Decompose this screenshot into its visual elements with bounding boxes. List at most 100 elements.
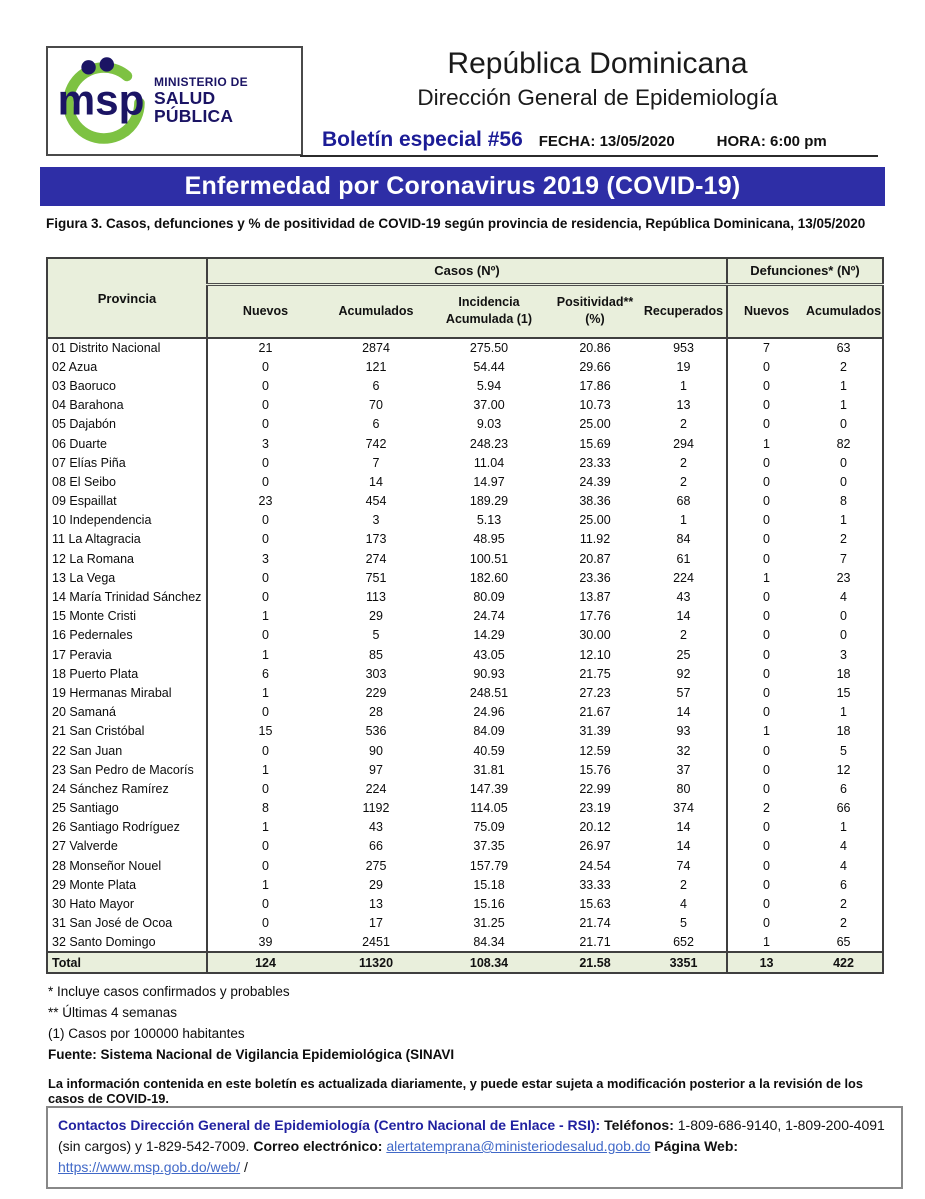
value-cell: 20.86: [579, 341, 611, 356]
table-row: 26 Santiago Rodríguez 1 43 75.09 20.12 14 0 1: [47, 817, 883, 837]
value-cell: 80: [676, 781, 691, 796]
value-cell: 454: [365, 494, 387, 509]
value-cell: 6: [840, 781, 847, 796]
table-row: 30 Hato Mayor 0 13 15.16 15.63 4 0 2: [47, 894, 883, 914]
table-row: 09 Espaillat 23 454 189.29 38.36 68 0 8: [47, 491, 883, 511]
value-cell: 0: [206, 395, 323, 415]
total-nuevos: 124: [206, 951, 323, 973]
ministry-name-line1: MINISTERIO DE: [154, 75, 248, 90]
value-cell: 742: [365, 436, 387, 451]
value-cell: 0: [840, 609, 847, 624]
col-header-acumulados: Acumulados: [323, 284, 429, 339]
value-cell: 114.05: [470, 801, 508, 816]
col-header-def-nuevos: Nuevos: [726, 284, 806, 339]
value-cell: 0: [726, 510, 806, 530]
total-label: Total: [47, 951, 207, 973]
value-cell: 92: [676, 666, 691, 681]
province-cell: 01 Distrito Nacional: [52, 341, 161, 356]
value-cell: 12.59: [579, 743, 611, 758]
value-cell: 37.00: [473, 398, 505, 413]
value-cell: 157.79: [469, 858, 509, 873]
table-row: 10 Independencia 0 3 5.13 25.00 1 0 1: [47, 510, 883, 530]
province-cell: 10 Independencia: [52, 513, 152, 528]
value-cell: 0: [726, 376, 806, 396]
table-row: 27 Valverde 0 66 37.35 26.97 14 0 4: [47, 836, 883, 857]
value-cell: 31.81: [473, 762, 505, 777]
value-cell: 30.00: [579, 628, 611, 643]
value-cell: 5: [372, 628, 380, 643]
value-cell: 0: [726, 606, 806, 626]
value-cell: 8: [840, 494, 847, 509]
value-cell: 0: [206, 529, 323, 550]
table-row: 14 María Trinidad Sánchez 0 113 80.09 13.87 4…: [47, 587, 883, 607]
value-cell: 4: [680, 897, 687, 912]
document-title: República Dominicana: [447, 47, 748, 80]
value-cell: 1: [206, 683, 323, 703]
value-cell: 5.94: [476, 378, 502, 393]
province-cell: 31 San José de Ocoa: [52, 916, 173, 931]
value-cell: 27.23: [579, 685, 611, 700]
col-header-provincia: Provincia: [47, 258, 207, 339]
table-row: 28 Monseñor Nouel 0 275 157.79 24.54 74 0 4: [47, 856, 883, 876]
value-cell: 85: [369, 647, 383, 662]
value-cell: 0: [840, 628, 847, 643]
value-cell: 536: [365, 724, 387, 739]
value-cell: 14: [676, 705, 691, 720]
value-cell: 0: [726, 913, 806, 933]
value-cell: 0: [726, 549, 806, 569]
group-header-casos: Casos (Nº): [205, 258, 728, 286]
province-cell: 17 Peravia: [52, 647, 112, 662]
value-cell: 15.16: [473, 897, 505, 912]
value-cell: 1: [726, 721, 806, 741]
province-cell: 03 Baoruco: [52, 378, 116, 393]
value-cell: 15: [836, 685, 851, 700]
value-cell: 182.60: [469, 570, 509, 585]
figure-caption: Figura 3. Casos, defunciones y % de posi…: [46, 216, 866, 231]
value-cell: 0: [726, 357, 806, 377]
province-cell: 04 Barahona: [52, 398, 124, 413]
col-header-recuperados: Recuperados: [641, 284, 728, 339]
table-row: 16 Pedernales 0 5 14.29 30.00 2 0 0: [47, 625, 883, 645]
table-row: 13 La Vega 0 751 182.60 23.36 224 1 23: [47, 568, 883, 588]
value-cell: 0: [726, 779, 806, 799]
bulletin-number: Boletín especial #56: [322, 128, 523, 151]
value-cell: 14: [369, 474, 383, 489]
total-def-acumulados: 422: [805, 951, 884, 973]
email-link[interactable]: alertatemprana@ministeriodesalud.gob.do: [386, 1138, 651, 1154]
value-cell: 248.23: [469, 436, 509, 451]
value-cell: 0: [726, 894, 806, 914]
value-cell: 24.39: [579, 474, 611, 489]
value-cell: 4: [840, 839, 847, 854]
value-cell: 14: [676, 839, 691, 854]
value-cell: 5: [680, 916, 687, 931]
col-header-nuevos: Nuevos: [206, 284, 323, 339]
value-cell: 90.93: [473, 666, 505, 681]
province-cell: 29 Monte Plata: [52, 877, 137, 892]
group-header-row: Provincia Casos (Nº) Defunciones* (Nº): [47, 258, 884, 339]
value-cell: 5.13: [476, 513, 502, 528]
table-row: 07 Elías Piña 0 7 11.04 23.33 2 0 0: [47, 453, 883, 473]
value-cell: 3: [840, 647, 847, 662]
value-cell: 0: [206, 779, 323, 799]
value-cell: 28: [369, 705, 383, 720]
table-row: 15 Monte Cristi 1 29 24.74 17.76 14 0 0: [47, 606, 883, 626]
value-cell: 5: [840, 743, 847, 758]
value-cell: 3: [206, 433, 323, 454]
value-cell: 2451: [362, 934, 390, 949]
value-cell: 2874: [362, 341, 390, 356]
value-cell: 17.76: [579, 609, 611, 624]
total-row: Total 124 11320 108.34 21.58 3351 13 422: [47, 951, 884, 973]
value-cell: 0: [726, 453, 806, 473]
table-row: 20 Samaná 0 28 24.96 21.67 14 0 1: [47, 702, 883, 722]
website-link[interactable]: https://www.msp.gob.do/web/: [58, 1159, 241, 1175]
table-row: 02 Azua 0 121 54.44 29.66 19 0 2: [47, 357, 883, 377]
value-cell: 21: [206, 338, 323, 358]
value-cell: 0: [726, 740, 806, 761]
province-cell: 22 San Juan: [52, 743, 123, 758]
value-cell: 1: [840, 513, 847, 528]
value-cell: 1: [840, 378, 847, 393]
province-cell: 09 Espaillat: [52, 494, 117, 509]
value-cell: 2: [680, 455, 687, 470]
value-cell: 274: [365, 551, 387, 566]
value-cell: 20.87: [579, 551, 611, 566]
